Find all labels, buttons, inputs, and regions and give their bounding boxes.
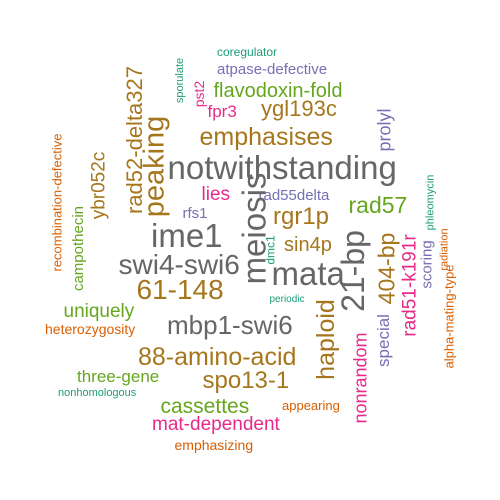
word-notwithstanding: notwithstanding <box>167 148 397 186</box>
word-atpase-defective: atpase-defective <box>217 60 328 78</box>
word-rgr1p: rgr1p <box>273 203 330 230</box>
word-pst2: pst2 <box>191 80 208 108</box>
word-rad55delta: rad55delta <box>258 186 330 204</box>
word-special: special <box>373 313 393 367</box>
word-nonrandom: nonrandom <box>350 332 371 424</box>
word-prolyl: prolyl <box>374 108 395 152</box>
word-emphasises: emphasises <box>199 122 333 151</box>
word-mbp1-swi6: mbp1-swi6 <box>167 310 293 340</box>
word-flavodoxin-fold: flavodoxin-fold <box>213 80 343 102</box>
word-emphasizing: emphasizing <box>174 437 254 453</box>
word-nonhomologous: nonhomologous <box>58 386 137 399</box>
word-campothecin: campothecin <box>69 205 87 291</box>
word-appearing: appearing <box>282 397 340 413</box>
word-sporulate: sporulate <box>173 57 186 103</box>
word-meiosis: meiosis <box>235 172 273 284</box>
word-uniquely: uniquely <box>63 300 135 322</box>
word-sin4p: sin4p <box>284 234 332 256</box>
word-rad57: rad57 <box>348 191 408 218</box>
word-fpr3: fpr3 <box>207 101 237 121</box>
word-heterozygosity: heterozygosity <box>45 321 136 337</box>
word-alpha-mating-type: alpha-mating-type <box>441 263 457 369</box>
word-ygl193c: ygl193c <box>261 96 337 121</box>
word-swi4-swi6: swi4-swi6 <box>118 249 240 280</box>
word-rfs1: rfs1 <box>182 204 208 222</box>
word-ime1: ime1 <box>151 216 223 254</box>
word-periodic: periodic <box>269 294 305 305</box>
word-recombination-defective: recombination-defective <box>49 132 65 272</box>
word-88-amino-acid: 88-amino-acid <box>138 342 297 371</box>
word-61-148: 61-148 <box>136 274 224 305</box>
word-haploid: haploid <box>311 298 340 380</box>
word-peaking: peaking <box>138 115 171 217</box>
word-lies: lies <box>201 183 231 205</box>
word-404-bp: 404-bp <box>373 232 400 304</box>
word-spo13-1: spo13-1 <box>202 367 290 394</box>
word-ybr052c: ybr052c <box>88 151 110 219</box>
word-coregulator: coregulator <box>217 45 278 59</box>
word-phleomycin: phleomycin <box>424 174 437 230</box>
word-scoring: scoring <box>418 239 436 289</box>
word-mat-dependent: mat-dependent <box>152 413 280 435</box>
word-rad51-k191r: rad51-k191r <box>399 233 421 337</box>
word-cassettes: cassettes <box>160 394 250 418</box>
word-mata: mata <box>271 254 345 292</box>
word-three-gene: three-gene <box>77 366 160 386</box>
